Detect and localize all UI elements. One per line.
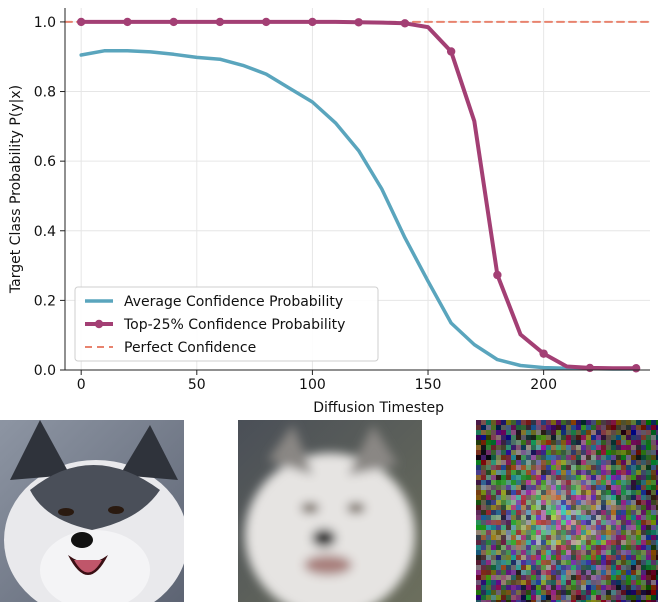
series-marker	[215, 17, 225, 27]
y-tick-label: 0.2	[34, 293, 56, 309]
series-marker	[400, 19, 410, 28]
series-marker	[539, 349, 548, 358]
legend-label: Average Confidence Probability	[124, 294, 343, 310]
legend-label: Perfect Confidence	[124, 340, 256, 356]
series-marker	[585, 363, 595, 373]
legend: Average Confidence Probability Top-25% Co…	[74, 286, 379, 362]
series-marker	[354, 18, 363, 27]
series-marker	[631, 364, 641, 373]
series-marker	[446, 47, 456, 56]
y-tick-label: 0.4	[34, 224, 56, 240]
x-tick-label: 50	[188, 377, 206, 393]
legend-marker	[94, 319, 104, 329]
series-marker	[123, 17, 132, 27]
husky-clear-image	[0, 420, 184, 602]
y-tick-label: 0.0	[34, 363, 56, 379]
series-line-0	[79, 49, 638, 371]
noise-image	[476, 420, 658, 602]
series-marker	[493, 270, 502, 280]
x-tick-label: 200	[530, 377, 557, 393]
series-marker	[169, 17, 178, 27]
y-axis-label: Target Class Probability P(y|x)	[8, 85, 24, 294]
y-tick-label: 0.8	[34, 85, 56, 101]
x-tick-label: 150	[415, 377, 442, 393]
x-tick-label: 0	[77, 377, 86, 393]
y-tick-label: 1.0	[34, 15, 56, 31]
series-marker	[76, 17, 86, 27]
series-marker	[308, 17, 317, 27]
series-marker	[261, 17, 271, 27]
series-layer	[64, 17, 651, 373]
x-tick-label: 100	[299, 377, 326, 393]
line-chart: 0 50 100 150 200 0.0 0.2 0.4 0.6 0.8 1.0 Diffusion…	[8, 8, 651, 415]
legend-box	[74, 286, 379, 362]
legend-label: Top-25% Confidence Probability	[123, 317, 345, 333]
y-tick-label: 0.6	[34, 154, 56, 170]
axes: 0 50 100 150 200 0.0 0.2 0.4 0.6 0.8 1.0	[34, 8, 650, 393]
x-axis-label: Diffusion Timestep	[313, 400, 444, 415]
husky-blurred-image	[238, 420, 422, 602]
